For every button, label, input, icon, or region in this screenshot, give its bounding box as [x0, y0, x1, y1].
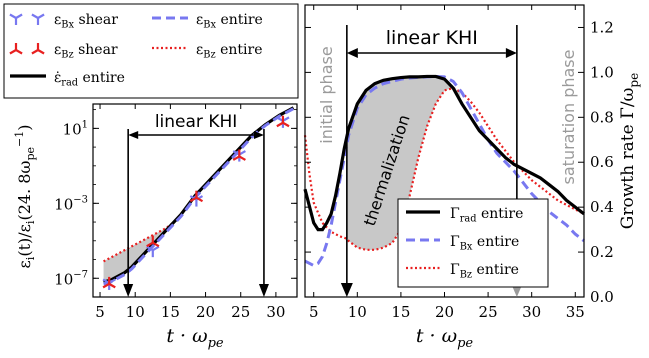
- right-legend-label-bz-entire: ΓBz entire: [450, 262, 519, 281]
- left-ytick-label--3: 10−3: [54, 194, 88, 213]
- left-marker-bz-shear-0: [102, 276, 116, 289]
- right-legend-label-bx-entire: ΓBx entire: [450, 234, 519, 253]
- legend-item-0-marker-b-arm-left: [31, 13, 39, 19]
- right-phase-label-initial: initial phase: [317, 46, 336, 143]
- right-khi-arrowhead-left: [346, 48, 358, 58]
- legend-item-0-label: εBx shear: [54, 12, 118, 31]
- legend-box: [3, 3, 299, 99]
- right-ytick-label-6: 1.2: [590, 18, 614, 36]
- left-marker-bz-shear-0-arm-left: [102, 282, 110, 289]
- left-xlabel: t · ωpe: [166, 325, 224, 351]
- left-marker-bz-shear-2-arm-right: [195, 196, 204, 203]
- left-marker-bx-shear-1-arm-left: [146, 245, 154, 252]
- right-khi-arrowhead-right: [505, 48, 517, 58]
- left-panel: 5 10 15 20 25 30 10−7 10−3 101 linear KHI t · ωpe ε…: [13, 103, 298, 351]
- right-phase-label-saturation: saturation phase: [559, 50, 578, 185]
- right-thermalization-band: [346, 76, 461, 250]
- left-marker-bz-shear-1: [146, 235, 160, 248]
- left-marker-bz-shear-3-arm-left: [232, 155, 240, 161]
- left-ylabel: εi(t)/εi(24. 8ωpe−1): [13, 125, 37, 269]
- right-legend-box: [397, 198, 549, 288]
- left-marker-bx-shear-1-arm-right: [152, 245, 160, 252]
- right-annotation-linear-khi: linear KHI: [386, 27, 478, 49]
- left-marker-bz-shear-4-arm-right: [282, 121, 290, 128]
- left-series-bx-entire: [103, 107, 295, 286]
- left-band: [103, 107, 294, 283]
- legend-item-2-marker-a-arm-left: [9, 49, 17, 55]
- legend-item-0-marker-a-arm-right: [15, 13, 23, 19]
- right-xtick-label-5: 5: [309, 303, 319, 321]
- right-ytick-label-2: 0.4: [590, 198, 614, 216]
- left-axes-frame: [92, 103, 298, 298]
- right-ylabel: Growth rate Γ/ωpe: [618, 73, 641, 229]
- right-legend-label-rad-entire: Γrad entire: [450, 206, 523, 225]
- right-xlabel: t · ωpe: [416, 325, 474, 351]
- legend-item-0-marker-b-arm-right: [37, 13, 45, 19]
- right-panel: 5 10 15 20 25 30 35 0.0 0.2 0.4 0.6 0.8 1.0 1.2 linear…: [303, 4, 641, 351]
- left-khi-arrowhead-right: [253, 131, 264, 139]
- legend-item-2-marker-a: [9, 43, 23, 55]
- legend-top-left: εBx shear εBx entire εBz shear εBz entire ε̇…: [3, 3, 299, 99]
- left-khi-arrowhead-left: [128, 131, 139, 139]
- left-marker-bz-shear-2-arm-left: [189, 196, 197, 203]
- right-ytick-label-0: 0.0: [590, 288, 614, 306]
- right-ytick-label-3: 0.6: [590, 153, 614, 171]
- legend-item-2-marker-a-arm-right: [15, 49, 23, 55]
- left-marker-bz-shear-2: [189, 190, 204, 203]
- left-marker-bz-shear-3-arm-right: [238, 155, 246, 161]
- right-series-rad-entire: [303, 74, 585, 232]
- left-marker-bz-shear-4-arm-left: [276, 121, 284, 128]
- legend-item-0-marker-a-arm-left: [9, 13, 17, 19]
- left-ytick-label--7: 10−7: [54, 269, 88, 288]
- right-ytick-label-1: 0.2: [590, 243, 614, 261]
- left-xtick-label-5: 5: [95, 303, 105, 321]
- right-series-bz-entire: [303, 86, 585, 251]
- legend-item-0-marker-b: [31, 13, 45, 25]
- left-marker-bz-shear-1-arm-left: [146, 241, 154, 248]
- left-xtick-label-15: 15: [161, 303, 180, 321]
- left-xtick-label-10: 10: [126, 303, 145, 321]
- right-ytick-label-4: 0.8: [590, 108, 614, 126]
- left-annotation-linear-khi: linear KHI: [155, 112, 237, 132]
- right-xtick-label-35: 35: [566, 303, 585, 321]
- left-marker-bx-shear-1: [146, 245, 160, 258]
- right-xtick-label-10: 10: [348, 303, 367, 321]
- left-marker-bz-shear-0-arm-right: [108, 282, 116, 289]
- legend-item-2-label: εBz shear: [54, 42, 118, 61]
- left-phase-arrowhead-0: [123, 284, 134, 297]
- left-ytick-label-1: 101: [63, 119, 88, 138]
- left-marker-bz-shear-3: [232, 149, 246, 161]
- left-phase-arrowhead-1: [258, 284, 269, 297]
- right-xtick-label-30: 30: [522, 303, 541, 321]
- left-xtick-label-25: 25: [231, 303, 250, 321]
- legend-item-3-label: εBz entire: [196, 42, 262, 61]
- legend-item-0-marker-a: [9, 13, 23, 25]
- left-marker-bz-shear-1-arm-right: [152, 241, 160, 248]
- right-phase-arrowhead-0: [340, 283, 353, 297]
- legend-item-2-marker-b: [31, 43, 45, 55]
- legend-item-1-label: εBx entire: [196, 12, 263, 31]
- right-ytick-label-5: 1.0: [590, 63, 614, 81]
- legend-item-2-marker-b-arm-left: [31, 49, 39, 55]
- legend-item-4-label: ε̇rad entire: [54, 70, 125, 89]
- left-marker-bz-shear-4: [276, 115, 290, 128]
- right-xtick-label-20: 20: [435, 303, 454, 321]
- left-xtick-label-30: 30: [266, 303, 285, 321]
- legend-item-2-marker-b-arm-right: [37, 49, 45, 55]
- right-xtick-label-25: 25: [479, 303, 498, 321]
- left-xtick-label-20: 20: [196, 303, 215, 321]
- right-xtick-label-15: 15: [391, 303, 410, 321]
